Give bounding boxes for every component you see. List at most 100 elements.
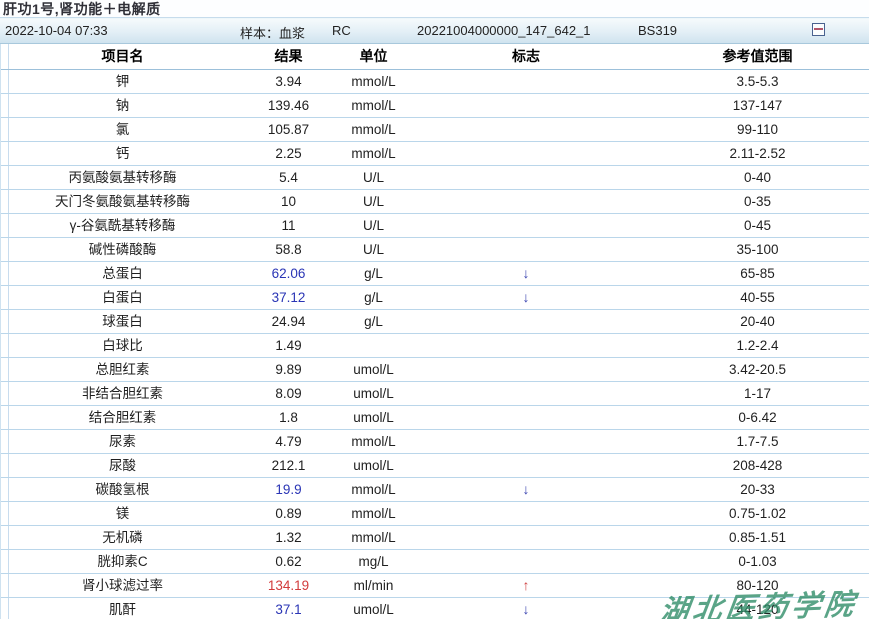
reference-range: 0.75-1.02 xyxy=(728,506,787,521)
item-name: 白蛋白 xyxy=(102,290,143,305)
column-header-item-name: 项目名 xyxy=(101,48,144,64)
item-name: 结合胆红素 xyxy=(88,410,157,425)
table-row[interactable]: 氯 105.87 mmol/L 99-110 xyxy=(1,118,869,142)
reference-range: 0.85-1.51 xyxy=(728,530,787,545)
reference-range: 20-33 xyxy=(740,482,775,497)
unit: umol/L xyxy=(353,458,394,473)
analyzer-name: BS319 xyxy=(638,23,678,38)
unit: U/L xyxy=(362,218,384,233)
results-table: 项目名 结果 单位 标志 参考值范围 钾 3.94 mmol/L 3.5-5.3 钠 13… xyxy=(0,44,869,619)
unit: mmol/L xyxy=(351,434,396,449)
reference-range: 0-45 xyxy=(743,218,772,233)
table-row[interactable]: 肌酐 37.1 umol/L ↓ 44-120 xyxy=(1,598,869,619)
reference-range: 65-85 xyxy=(740,266,775,281)
unit: U/L xyxy=(362,170,384,185)
unit: mmol/L xyxy=(351,530,396,545)
table-row[interactable]: 总蛋白 62.06 g/L ↓ 65-85 xyxy=(1,262,869,286)
unit: g/L xyxy=(364,290,383,305)
result-value: 1.32 xyxy=(275,530,302,545)
item-name: 碱性磷酸酶 xyxy=(88,242,157,257)
table-header-row: 项目名 结果 单位 标志 参考值范围 xyxy=(1,44,869,70)
reference-range: 3.5-5.3 xyxy=(736,74,779,89)
flag-arrow: ↓ xyxy=(522,601,530,617)
item-name: 尿素 xyxy=(109,434,136,449)
table-row[interactable]: 胱抑素C 0.62 mg/L 0-1.03 xyxy=(1,550,869,574)
unit: mmol/L xyxy=(351,482,396,497)
row-indicator xyxy=(1,262,9,285)
table-row[interactable]: 碱性磷酸酶 58.8 U/L 35-100 xyxy=(1,238,869,262)
table-row[interactable]: 白蛋白 37.12 g/L ↓ 40-55 xyxy=(1,286,869,310)
table-row[interactable]: 尿素 4.79 mmol/L 1.7-7.5 xyxy=(1,430,869,454)
result-value: 1.8 xyxy=(279,410,298,425)
result-value: 58.8 xyxy=(275,242,302,257)
result-value: 0.62 xyxy=(275,554,302,569)
reference-range: 0-40 xyxy=(743,170,772,185)
reference-range: 80-120 xyxy=(736,578,779,593)
result-value: 62.06 xyxy=(271,266,306,281)
row-indicator xyxy=(1,118,9,141)
flag-arrow xyxy=(406,454,646,477)
flag-arrow xyxy=(406,238,646,261)
row-indicator xyxy=(1,502,9,525)
sample-type-label: 样本：血浆 xyxy=(240,26,306,41)
reference-range: 35-100 xyxy=(736,242,779,257)
column-header-result: 结果 xyxy=(274,48,303,64)
unit: umol/L xyxy=(353,386,394,401)
unit: umol/L xyxy=(353,602,394,617)
flag-arrow xyxy=(406,382,646,405)
reference-range: 1.2-2.4 xyxy=(736,338,779,353)
flag-arrow xyxy=(406,214,646,237)
collapse-panel-icon[interactable] xyxy=(812,23,825,36)
table-row[interactable]: 天门冬氨酸氨基转移酶 10 U/L 0-35 xyxy=(1,190,869,214)
flag-arrow xyxy=(406,502,646,525)
unit: umol/L xyxy=(353,362,394,377)
table-row[interactable]: 总胆红素 9.89 umol/L 3.42-20.5 xyxy=(1,358,869,382)
row-indicator xyxy=(1,358,9,381)
table-row[interactable]: 非结合胆红素 8.09 umol/L 1-17 xyxy=(1,382,869,406)
flag-arrow xyxy=(406,550,646,573)
page-title: 肝功1号,肾功能＋电解质 xyxy=(3,0,161,17)
table-row[interactable]: γ-谷氨酰基转移酶 11 U/L 0-45 xyxy=(1,214,869,238)
row-indicator xyxy=(1,310,9,333)
reference-range: 1.7-7.5 xyxy=(736,434,779,449)
item-name: 肌酐 xyxy=(109,602,136,617)
flag-arrow xyxy=(406,166,646,189)
table-row[interactable]: 尿酸 212.1 umol/L 208-428 xyxy=(1,454,869,478)
table-row[interactable]: 钾 3.94 mmol/L 3.5-5.3 xyxy=(1,70,869,94)
table-row[interactable]: 镁 0.89 mmol/L 0.75-1.02 xyxy=(1,502,869,526)
row-indicator xyxy=(1,526,9,549)
result-value: 11 xyxy=(281,218,296,233)
result-value: 8.09 xyxy=(275,386,302,401)
row-indicator xyxy=(1,382,9,405)
row-indicator xyxy=(1,478,9,501)
flag-arrow xyxy=(406,358,646,381)
result-value: 134.19 xyxy=(267,578,310,593)
table-row[interactable]: 无机磷 1.32 mmol/L 0.85-1.51 xyxy=(1,526,869,550)
column-header-reference-range: 参考值范围 xyxy=(722,48,793,64)
unit: mg/L xyxy=(358,554,389,569)
table-row[interactable]: 球蛋白 24.94 g/L 20-40 xyxy=(1,310,869,334)
item-name: 总蛋白 xyxy=(102,266,143,281)
unit: mmol/L xyxy=(351,98,396,113)
reference-range: 0-6.42 xyxy=(738,410,777,425)
reference-range: 208-428 xyxy=(732,458,783,473)
table-row[interactable]: 丙氨酸氨基转移酶 5.4 U/L 0-40 xyxy=(1,166,869,190)
column-header-flag: 标志 xyxy=(512,48,540,64)
table-row[interactable]: 碳酸氢根 19.9 mmol/L ↓ 20-33 xyxy=(1,478,869,502)
table-row[interactable]: 结合胆红素 1.8 umol/L 0-6.42 xyxy=(1,406,869,430)
flag-arrow xyxy=(406,70,646,93)
table-row[interactable]: 钠 139.46 mmol/L 137-147 xyxy=(1,94,869,118)
unit: umol/L xyxy=(353,410,394,425)
result-value: 3.94 xyxy=(275,74,302,89)
reference-range: 20-40 xyxy=(740,314,775,329)
unit xyxy=(341,334,406,357)
table-row[interactable]: 钙 2.25 mmol/L 2.11-2.52 xyxy=(1,142,869,166)
row-indicator xyxy=(1,214,9,237)
row-indicator-header xyxy=(1,44,9,69)
table-row[interactable]: 白球比 1.49 1.2-2.4 xyxy=(1,334,869,358)
table-row[interactable]: 肾小球滤过率 134.19 ml/min ↑ 80-120 xyxy=(1,574,869,598)
item-name: 肾小球滤过率 xyxy=(82,578,163,593)
unit: g/L xyxy=(364,314,383,329)
result-value: 10 xyxy=(280,194,297,209)
flag-arrow xyxy=(406,142,646,165)
